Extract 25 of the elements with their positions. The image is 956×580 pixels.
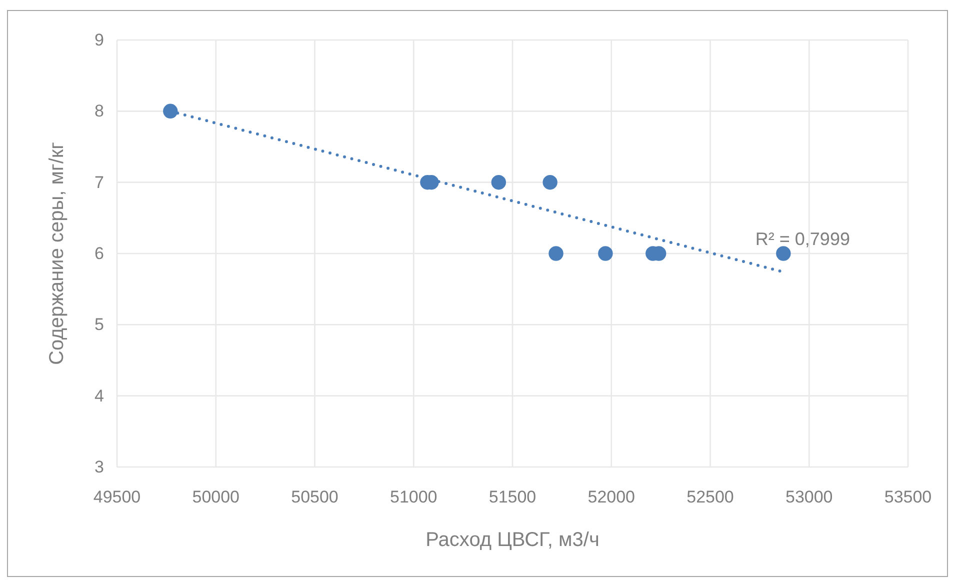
x-tick-label: 53500 xyxy=(884,488,932,506)
point xyxy=(491,174,506,190)
x-tick-label: 52500 xyxy=(686,488,734,506)
point xyxy=(548,246,564,261)
x-tick-label: 49500 xyxy=(93,488,141,506)
x-tick-label: 53000 xyxy=(785,488,833,506)
annotation: R² = 0,7999 xyxy=(755,229,850,250)
y-axis-title: Содержание серы, мг/кг xyxy=(46,142,68,365)
y-tick-label: 7 xyxy=(94,172,104,192)
x-tick-label: 51000 xyxy=(390,488,438,506)
point xyxy=(163,104,178,119)
x-tick-label: 52000 xyxy=(588,488,636,506)
x-tick-label: 51500 xyxy=(488,488,536,506)
y-tick-label: 4 xyxy=(94,386,104,406)
y-tick-label: 8 xyxy=(94,102,104,121)
point xyxy=(598,246,613,261)
x-axis-title: Расход ЦВСГ, м3/ч xyxy=(426,529,600,551)
y-tick-label: 9 xyxy=(94,30,104,50)
x-tick-label: 50000 xyxy=(192,488,240,506)
y-tick-label: 5 xyxy=(94,315,104,334)
point xyxy=(776,246,791,261)
point xyxy=(542,174,558,190)
y-tick-label: 3 xyxy=(94,458,104,476)
y-tick-label: 6 xyxy=(94,244,104,263)
x-tick-label: 50500 xyxy=(291,488,338,506)
